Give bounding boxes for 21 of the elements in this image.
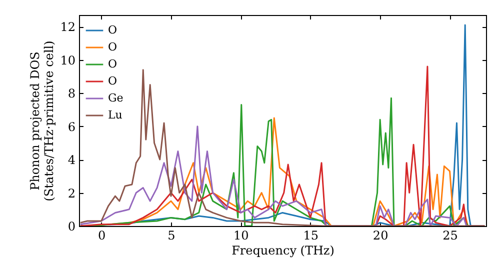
x-tick-label: 5 [168,228,176,242]
y-tick-label: 6 [68,120,76,134]
x-tick-label: 0 [98,228,106,242]
y-axis-title: Phonon projected DOS (States/THz·primitive cell) [28,40,56,202]
y-tick-label: 2 [68,186,76,200]
legend-label: O [108,58,118,70]
y-tick-label: 12 [60,20,76,34]
x-axis-title: Frequency (THz) [232,244,334,258]
x-tick-label: 20 [372,228,388,242]
legend-label: Ge [108,92,124,104]
y-tick-label: 4 [68,153,76,168]
x-tick-label: 25 [442,228,458,242]
legend-label: O [108,74,118,88]
legend-label: O [108,24,118,36]
legend-label: O [108,40,118,54]
x-tick-label: 15 [303,228,319,242]
x-tick-label: 10 [234,228,249,242]
y-tick-label: 0 [68,220,76,234]
legend-label: Lu [108,108,122,122]
y-tick-label: 8 [68,86,76,101]
y-tick-label: 10 [60,53,76,68]
